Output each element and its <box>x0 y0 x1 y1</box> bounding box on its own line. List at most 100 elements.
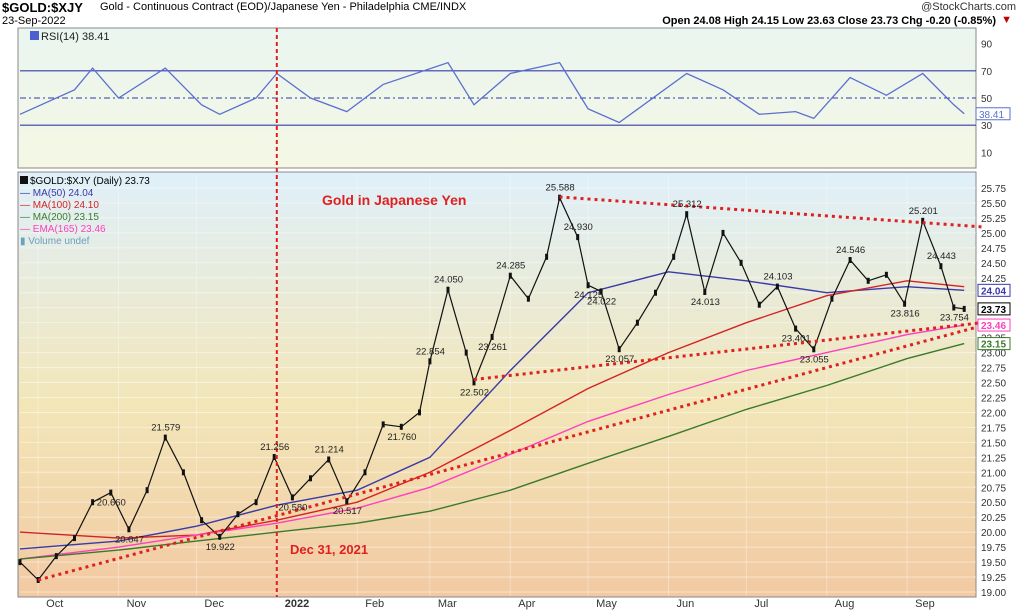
price-bar <box>884 271 888 278</box>
trendline <box>559 195 983 229</box>
price-badge-label: 23.73 <box>981 305 1006 316</box>
price-tick-label: 20.75 <box>981 483 1006 494</box>
legend-ma200: — MA(200) 23.15 <box>20 212 99 223</box>
month-tick-label: May <box>596 598 617 610</box>
price-bar <box>812 346 816 353</box>
price-tick-label: 25.75 <box>981 184 1006 195</box>
price-badge <box>977 302 1011 316</box>
price-bar <box>446 286 450 293</box>
price-bar <box>181 469 185 476</box>
price-data-label: 19.922 <box>206 542 235 553</box>
price-tick-label: 25.25 <box>981 214 1006 225</box>
price-data-label: 23.816 <box>891 309 920 320</box>
price-bar <box>54 553 58 560</box>
price-bar <box>145 487 149 494</box>
month-tick-label: Jul <box>754 598 768 610</box>
price-data-label: 21.256 <box>260 442 289 453</box>
price-bar <box>794 325 798 332</box>
trendline <box>37 324 983 582</box>
change-down-icon: ▼ <box>1001 14 1012 26</box>
month-tick-label: Oct <box>46 598 63 610</box>
price-bar <box>272 454 276 460</box>
price-badge-label: 23.15 <box>981 340 1006 351</box>
price-data-label: 21.214 <box>315 444 344 455</box>
month-tick-label: Dec <box>204 598 224 610</box>
price-bar <box>472 379 476 386</box>
chart-date: 23-Sep-2022 <box>2 15 66 27</box>
price-tick-label: 24.25 <box>981 274 1006 285</box>
watermark: @StockCharts.com <box>921 1 1016 13</box>
price-bar <box>739 259 743 266</box>
price-bar <box>526 295 530 302</box>
annotation-title: Gold in Japanese Yen <box>322 192 467 208</box>
price-tick-label: 21.50 <box>981 438 1006 449</box>
price-bar <box>418 409 421 416</box>
price-bar <box>381 421 385 428</box>
price-bar <box>91 499 95 506</box>
annotation-event: Dec 31, 2021 <box>290 542 369 557</box>
price-tick-label: 24.75 <box>981 244 1006 255</box>
price-tick-label: 21.00 <box>981 468 1006 479</box>
month-tick-label: Nov <box>127 598 147 610</box>
price-data-label: 25.588 <box>546 183 575 194</box>
chart-symbol: $GOLD:$XJY <box>2 0 83 15</box>
month-tick-label: Apr <box>518 598 535 610</box>
month-tick-label: 2022 <box>285 598 309 610</box>
price-bar <box>428 358 432 365</box>
price-data-label: 20.047 <box>115 534 144 545</box>
price-bar <box>962 305 966 312</box>
price-bar <box>757 301 761 308</box>
price-data-label: 24.125 <box>574 290 603 301</box>
price-bar <box>309 475 312 482</box>
rsi-tick-label: 90 <box>981 40 993 51</box>
legend-ema165: — EMA(165) 23.46 <box>20 224 106 235</box>
price-bar <box>490 334 494 340</box>
price-bar <box>399 423 403 430</box>
price-bar <box>952 304 956 311</box>
rsi-tick-label: 50 <box>981 94 993 105</box>
price-bar <box>464 349 468 356</box>
price-data-label: 24.930 <box>564 222 593 233</box>
rsi-line <box>19 61 965 124</box>
month-tick-label: Jun <box>677 598 695 610</box>
rsi-badge-label: 38.41 <box>979 110 1004 121</box>
rsi-tick-label: 70 <box>981 67 993 78</box>
price-bar <box>290 494 294 501</box>
price-bar <box>163 434 167 441</box>
price-tick-label: 24.50 <box>981 259 1006 270</box>
price-tick-label: 22.75 <box>981 364 1006 375</box>
price-bar <box>939 263 943 270</box>
price-line <box>19 195 965 581</box>
price-data-label: 23.261 <box>478 342 507 353</box>
price-data-label: 23.057 <box>605 354 634 365</box>
price-data-label: 24.013 <box>691 297 720 308</box>
price-tick-label: 20.25 <box>981 513 1006 524</box>
price-data-label: 25.312 <box>673 199 702 210</box>
legend: $GOLD:$XJY (Daily) 23.73 — MA(50) 24.04 … <box>20 176 150 248</box>
price-bar <box>866 277 870 284</box>
price-tick-label: 20.00 <box>981 528 1006 539</box>
price-bar <box>599 288 603 295</box>
rsi-label: RSI(14) 38.41 <box>30 31 109 43</box>
price-tick-label: 22.00 <box>981 408 1006 419</box>
month-tick-label: Mar <box>438 598 457 610</box>
price-tick-label: 19.75 <box>981 543 1006 554</box>
price-data-label: 24.546 <box>836 245 865 256</box>
price-data-label: 23.055 <box>800 354 829 365</box>
price-tick-label: 25.50 <box>981 199 1006 210</box>
price-bar <box>73 535 76 542</box>
price-tick-label: 22.50 <box>981 379 1006 390</box>
price-data-label: 24.443 <box>927 251 956 262</box>
ma-series-line <box>19 342 965 560</box>
price-data-label: 20.517 <box>333 506 362 517</box>
rsi-tick-label: 30 <box>981 121 993 132</box>
price-tick-label: 19.00 <box>981 588 1006 599</box>
price-data-label: 24.022 <box>587 296 616 307</box>
price-data-label: 24.285 <box>496 261 525 272</box>
price-bar <box>848 257 852 263</box>
price-data-label: 25.201 <box>909 206 938 217</box>
price-bar <box>775 283 779 290</box>
price-tick-label: 23.00 <box>981 349 1006 360</box>
